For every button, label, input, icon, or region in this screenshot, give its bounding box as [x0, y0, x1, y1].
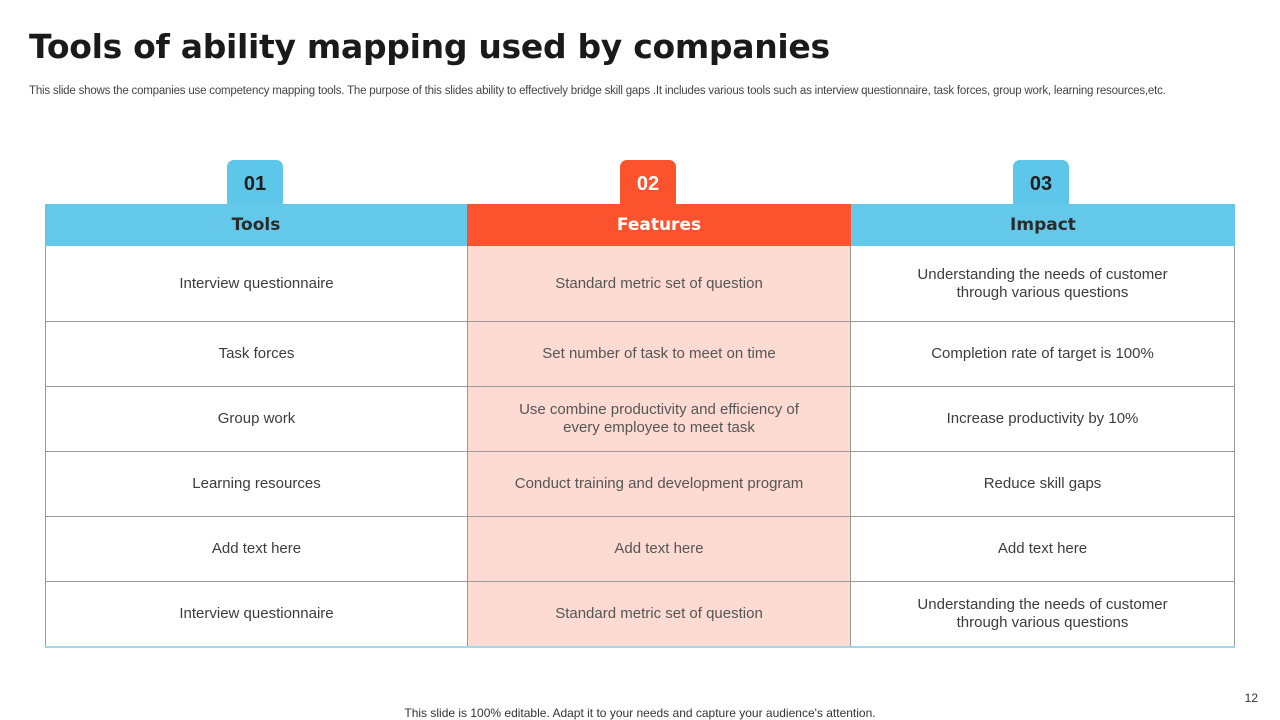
cell-feature: Standard metric set of question [467, 246, 851, 321]
footer-note: This slide is 100% editable. Adapt it to… [404, 706, 876, 720]
table-header: Tools Features Impact [45, 204, 1235, 246]
header-impact: Impact [851, 204, 1235, 246]
cell-tool: Task forces [45, 322, 467, 386]
table-bottom-border [45, 646, 1235, 648]
cell-tool: Add text here [45, 517, 467, 581]
table-row: Interview questionnaire Standard metric … [45, 246, 1235, 321]
table-row: Add text here Add text here Add text her… [45, 516, 1235, 581]
cell-impact: Understanding the needs of customer thro… [851, 582, 1235, 646]
cell-feature: Standard metric set of question [467, 582, 851, 646]
header-tools: Tools [45, 204, 467, 246]
cell-feature: Conduct training and development program [467, 452, 851, 516]
cell-tool: Group work [45, 387, 467, 451]
badge-02: 02 [620, 160, 676, 209]
cell-feature: Add text here [467, 517, 851, 581]
cell-impact: Completion rate of target is 100% [851, 322, 1235, 386]
table-row: Task forces Set number of task to meet o… [45, 321, 1235, 386]
cell-feature: Set number of task to meet on time [467, 322, 851, 386]
page-number: 12 [1244, 691, 1258, 705]
slide-title: Tools of ability mapping used by compani… [29, 27, 830, 66]
cell-feature: Use combine productivity and efficiency … [467, 387, 851, 451]
cell-impact: Understanding the needs of customer thro… [851, 246, 1235, 321]
cell-impact: Add text here [851, 517, 1235, 581]
tools-table: Tools Features Impact Interview question… [45, 204, 1235, 648]
cell-tool: Interview questionnaire [45, 246, 467, 321]
badge-03: 03 [1013, 160, 1069, 209]
cell-tool: Interview questionnaire [45, 582, 467, 646]
table-row: Learning resources Conduct training and … [45, 451, 1235, 516]
table-row: Group work Use combine productivity and … [45, 386, 1235, 451]
header-features: Features [467, 204, 851, 246]
cell-impact: Increase productivity by 10% [851, 387, 1235, 451]
badge-01: 01 [227, 160, 283, 209]
slide-description: This slide shows the companies use compe… [29, 85, 1166, 97]
cell-impact: Reduce skill gaps [851, 452, 1235, 516]
cell-tool: Learning resources [45, 452, 467, 516]
table-row: Interview questionnaire Standard metric … [45, 581, 1235, 646]
